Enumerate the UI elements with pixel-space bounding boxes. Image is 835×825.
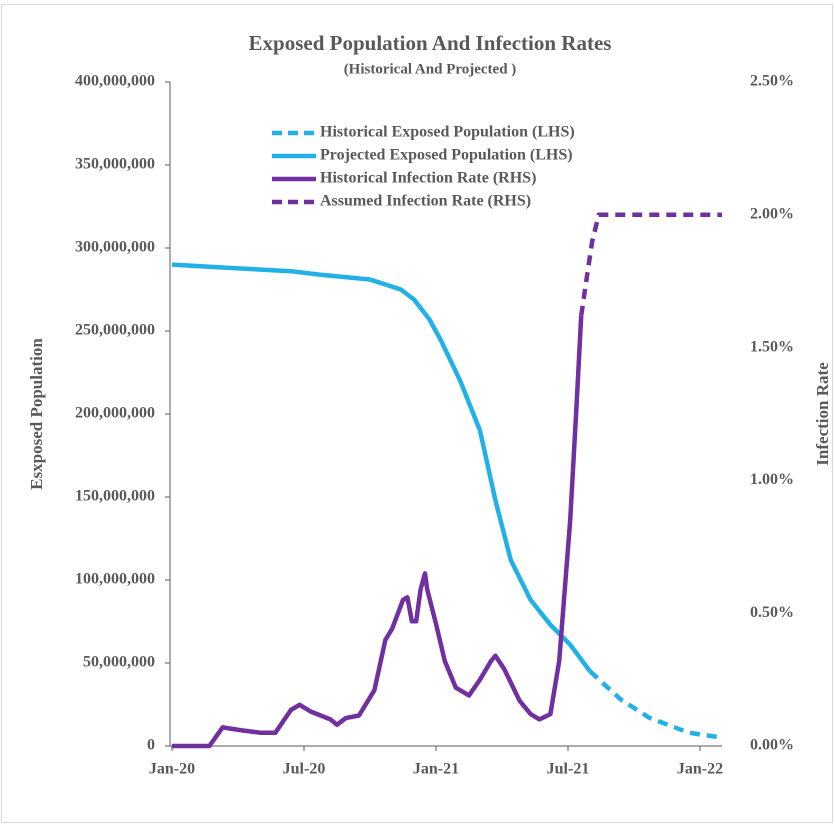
y2-tick-label: 2.00% xyxy=(750,205,794,222)
y2-axis-label: Infection Rate xyxy=(813,362,832,466)
y-tick-label: 250,000,000 xyxy=(75,322,155,339)
y2-tick-label: 2.50% xyxy=(750,73,794,90)
y2-tick-label: 1.00% xyxy=(750,471,794,488)
legend-label: Assumed Infection Rate (RHS) xyxy=(320,193,531,210)
y-tick-label: 200,000,000 xyxy=(75,405,155,422)
y-tick-label: 400,000,000 xyxy=(75,73,155,90)
y-tick-label: 0 xyxy=(147,737,155,754)
series-line xyxy=(588,669,723,740)
y2-tick-label: 0.00% xyxy=(750,737,794,754)
frame xyxy=(1,4,833,823)
x-tick-label: Jan-21 xyxy=(413,761,459,778)
y-tick-label: 300,000,000 xyxy=(75,239,155,256)
y-tick-label: 50,000,000 xyxy=(83,654,155,671)
y-tick-label: 100,000,000 xyxy=(75,571,155,588)
chart-title: Exposed Population And Infection Rates xyxy=(249,31,612,55)
y2-tick-label: 1.50% xyxy=(750,338,794,355)
series-line xyxy=(578,212,722,317)
x-tick-label: Jan-22 xyxy=(677,761,723,778)
legend-label: Historical Infection Rate (RHS) xyxy=(320,170,536,187)
y-tick-label: 150,000,000 xyxy=(75,488,155,505)
y-axis-label: Esxposed Population xyxy=(27,338,46,490)
chart-subtitle: (Historical And Projected ) xyxy=(344,61,517,77)
legend-label: Historical Exposed Population (LHS) xyxy=(320,124,575,141)
x-tick-label: Jul-21 xyxy=(547,761,590,778)
y-tick-label: 350,000,000 xyxy=(75,156,155,173)
x-tick-label: Jan-20 xyxy=(149,761,195,778)
series-line xyxy=(171,262,592,673)
x-tick-label: Jul-20 xyxy=(283,761,326,778)
series-line xyxy=(172,315,584,749)
legend-label: Projected Exposed Population (LHS) xyxy=(320,147,573,164)
y2-tick-label: 0.50% xyxy=(750,604,794,621)
